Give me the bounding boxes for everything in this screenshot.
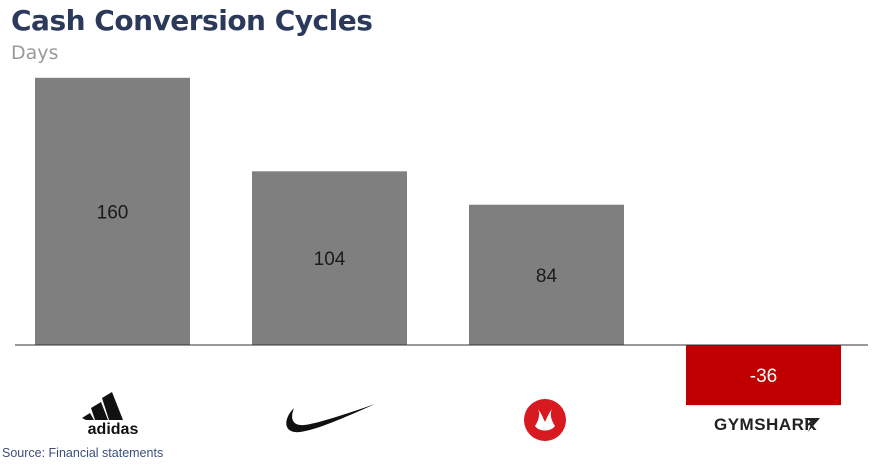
chart-title: Cash Conversion Cycles	[11, 4, 373, 37]
lululemon-logo-icon	[524, 399, 566, 441]
nike-swoosh-icon	[286, 404, 375, 433]
data-label-gymshark: -36	[750, 366, 777, 387]
gymshark-logo-icon: GYMSHARK	[714, 415, 820, 434]
data-label-nike: 104	[314, 249, 346, 270]
source-note: Source: Financial statements	[2, 446, 164, 460]
data-label-lululemon: 84	[536, 266, 558, 287]
bar-nike	[252, 171, 407, 345]
bar-gymshark	[686, 345, 841, 406]
adidas-logo-text: adidas	[88, 421, 139, 438]
chart-subtitle: Days	[11, 42, 59, 64]
bar-lululemon	[469, 204, 624, 345]
bar-adidas	[35, 77, 190, 346]
gymshark-logo-text: GYMSHARK	[714, 415, 817, 434]
adidas-logo-icon: adidas	[82, 392, 139, 438]
data-label-adidas: 160	[97, 202, 129, 223]
